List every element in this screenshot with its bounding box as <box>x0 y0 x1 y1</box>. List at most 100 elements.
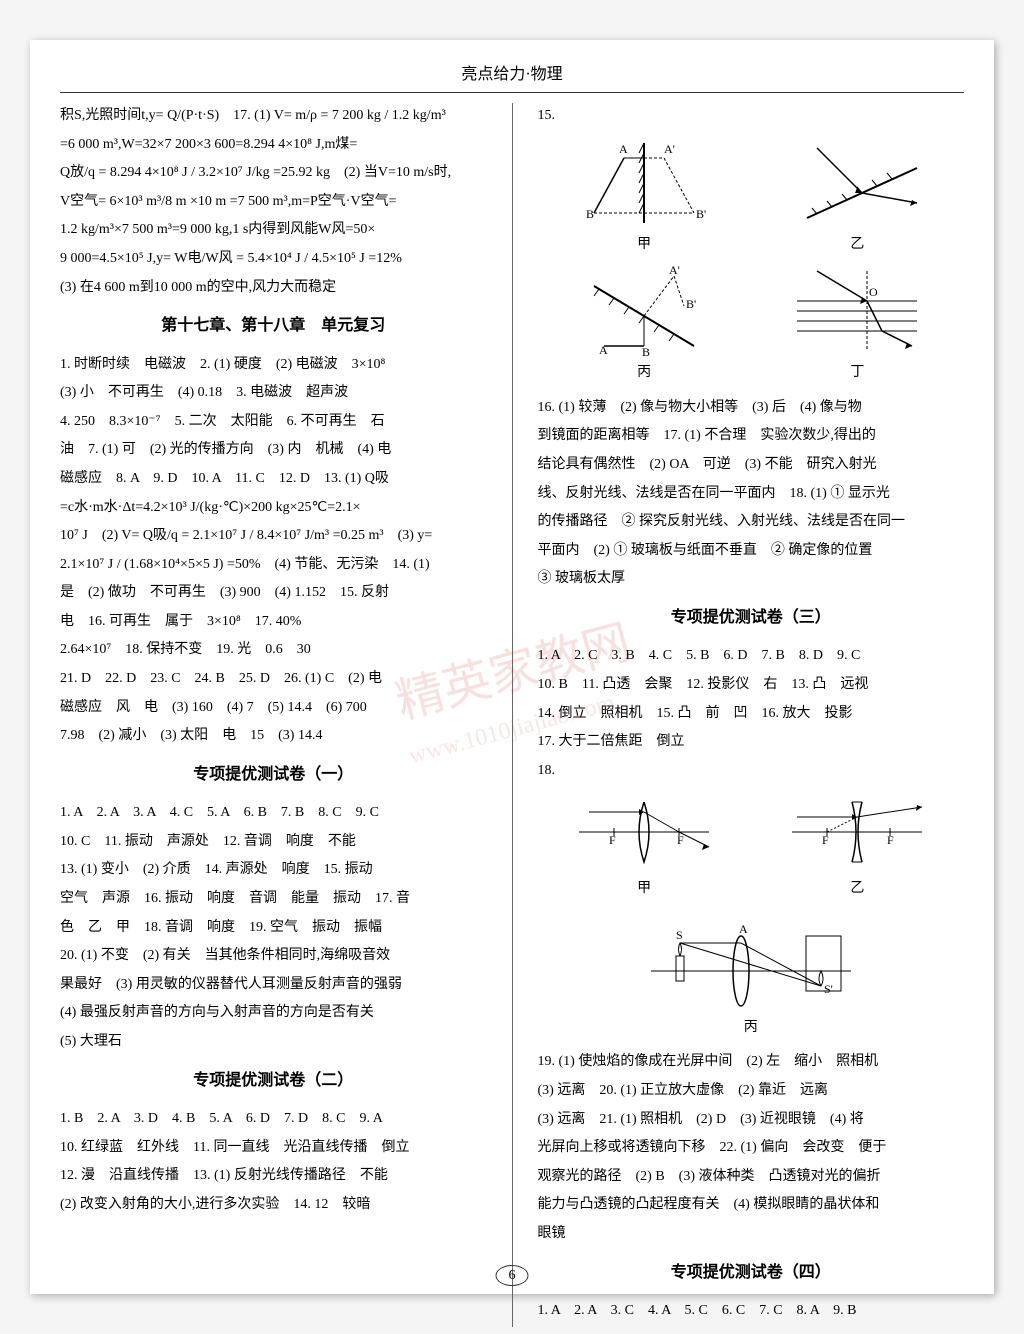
header-divider <box>60 92 964 93</box>
answer-line: (5) 大理石 <box>60 1029 487 1056</box>
svg-text:A: A <box>619 142 628 156</box>
svg-text:B: B <box>642 345 650 356</box>
svg-text:F: F <box>677 833 684 847</box>
lens-label-bing: 丙 <box>641 1015 861 1042</box>
diagram-row-2: A B A' B' 丙 <box>538 266 965 387</box>
answer-line: 16. (1) 较薄 (2) 像与物大小相等 (3) 后 (4) 像与物 <box>538 395 965 422</box>
question-number: 18. <box>538 758 965 785</box>
formula-line: =6 000 m³,W=32×7 200×3 600=8.294 4×10⁸ J… <box>60 132 487 159</box>
answer-line: 12. 漫 沿直线传播 13. (1) 反射光线传播路径 不能 <box>60 1163 487 1190</box>
svg-text:O: O <box>869 285 878 299</box>
svg-text:F: F <box>609 833 616 847</box>
answer-line: 磁感应 风 电 (3) 160 (4) 7 (5) 14.4 (6) 700 <box>60 695 487 722</box>
answer-line: 色 乙 甲 18. 音调 响度 19. 空气 振动 振幅 <box>60 915 487 942</box>
svg-text:A: A <box>739 922 748 936</box>
formula-line: 1.2 kg/m³×7 500 m³=9 000 kg,1 s内得到风能W风=5… <box>60 217 487 244</box>
answer-line: 电 16. 可再生 属于 3×10⁸ 17. 40% <box>60 609 487 636</box>
answer-line: 观察光的路径 (2) B (3) 液体种类 凸透镜对光的偏折 <box>538 1164 965 1191</box>
formula-line: (3) 在4 600 m到10 000 m的空中,风力大而稳定 <box>60 275 487 302</box>
section-title-test2: 专项提优测试卷（二） <box>60 1066 487 1096</box>
answer-line: 的传播路径 ② 探究反射光线、入射光线、法线是否在同一 <box>538 509 965 536</box>
left-column: 积S,光照时间t,y= Q/(P·t·S) 17. (1) V= m/ρ = 7… <box>60 103 487 1327</box>
svg-text:B: B <box>586 207 594 221</box>
answer-line: 13. (1) 变小 (2) 介质 14. 声源处 响度 15. 振动 <box>60 857 487 884</box>
answer-line: 14. 倒立 照相机 15. 凸 前 凹 16. 放大 投影 <box>538 701 965 728</box>
answer-line: 10⁷ J (2) V= Q吸/q = 2.1×10⁷ J / 8.4×10⁷ … <box>60 523 487 550</box>
answer-line: (3) 小 不可再生 (4) 0.18 3. 电磁波 超声波 <box>60 380 487 407</box>
svg-text:A': A' <box>664 142 675 156</box>
svg-text:S': S' <box>824 982 833 996</box>
answer-line: 17. 大于二倍焦距 倒立 <box>538 729 965 756</box>
diagram-bing: A B A' B' 丙 <box>574 266 714 387</box>
page-header-title: 亮点给力·物理 <box>60 60 964 84</box>
answer-line: (4) 最强反射声音的方向与入射声音的方向是否有关 <box>60 1000 487 1027</box>
page-number-value: 6 <box>496 1265 529 1286</box>
diagram-row-1: A A' B B' 甲 乙 <box>538 138 965 259</box>
answer-line: 空气 声源 16. 振动 响度 音调 能量 振动 17. 音 <box>60 886 487 913</box>
answer-line: 能力与凸透镜的凸起程度有关 (4) 模拟眼睛的晶状体和 <box>538 1192 965 1219</box>
answer-line: 眼镜 <box>538 1221 965 1248</box>
lens-diagram-jia: F F 甲 <box>569 792 719 903</box>
answer-line: 1. A 2. C 3. B 4. C 5. B 6. D 7. B 8. D … <box>538 643 965 670</box>
section-title-ch17-18: 第十七章、第十八章 单元复习 <box>60 311 487 341</box>
answer-line: 1. A 2. A 3. A 4. C 5. A 6. B 7. B 8. C … <box>60 800 487 827</box>
mirror-diagram2-icon: A B A' B' <box>574 266 714 356</box>
answer-line: 7.98 (2) 减小 (3) 太阳 电 15 (3) 14.4 <box>60 723 487 750</box>
diagram-row-3: F F 甲 <box>538 792 965 903</box>
svg-text:B': B' <box>696 207 706 221</box>
section-title-test1: 专项提优测试卷（一） <box>60 760 487 790</box>
answer-line: 1. B 2. A 3. D 4. B 5. A 6. D 7. D 8. C … <box>60 1106 487 1133</box>
answer-line: 结论具有偶然性 (2) OA 可逆 (3) 不能 研究入射光 <box>538 452 965 479</box>
diagram-label-jia: 甲 <box>574 232 714 259</box>
lens-label-jia: 甲 <box>569 876 719 903</box>
diagram-label-yi: 乙 <box>787 232 927 259</box>
formula-line: V空气= 6×10³ m³/8 m ×10 m =7 500 m³,m=P空气·… <box>60 189 487 216</box>
answer-line: 是 (2) 做功 不可再生 (3) 900 (4) 1.152 15. 反射 <box>60 580 487 607</box>
answer-line: 4. 250 8.3×10⁻⁷ 5. 二次 太阳能 6. 不可再生 石 <box>60 409 487 436</box>
concave-lens-icon: F F <box>782 792 932 872</box>
formula-line: Q放/q = 8.294 4×10⁸ J / 3.2×10⁷ J/kg =25.… <box>60 160 487 187</box>
page-number: 6 <box>496 1268 529 1284</box>
answer-line: 磁感应 8. A 9. D 10. A 11. C 12. D 13. (1) … <box>60 466 487 493</box>
answer-line: 10. B 11. 凸透 会聚 12. 投影仪 右 13. 凸 远视 <box>538 672 965 699</box>
answer-line: 1. A 2. A 3. C 4. A 5. C 6. C 7. C 8. A … <box>538 1298 965 1325</box>
section-title-test4: 专项提优测试卷（四） <box>538 1258 965 1288</box>
diagram-ding: O 丁 <box>787 266 927 387</box>
reflection-diagram-icon <box>787 138 927 228</box>
diagram-yi: 乙 <box>787 138 927 259</box>
answer-line: 10. C 11. 振动 声源处 12. 音调 响度 不能 <box>60 829 487 856</box>
section-title-test3: 专项提优测试卷（三） <box>538 603 965 633</box>
lens-diagram-yi: F F 乙 <box>782 792 932 903</box>
answer-line: ③ 玻璃板太厚 <box>538 566 965 593</box>
answer-line: 10. 红绿蓝 红外线 11. 同一直线 光沿直线传播 倒立 <box>60 1135 487 1162</box>
candle-lens-diagram: S A S' 丙 <box>641 911 861 1042</box>
column-divider <box>512 103 513 1327</box>
lens-icon: F F <box>569 792 719 872</box>
svg-text:A: A <box>599 343 608 356</box>
right-column: 15. A A' B B' <box>538 103 965 1327</box>
answer-line: 19. (1) 使烛焰的像成在光屏中间 (2) 左 缩小 照相机 <box>538 1049 965 1076</box>
answer-line: (2) 改变入射角的大小,进行多次实验 14. 12 较暗 <box>60 1192 487 1219</box>
formula-line: 积S,光照时间t,y= Q/(P·t·S) 17. (1) V= m/ρ = 7… <box>60 103 487 130</box>
svg-text:A': A' <box>669 266 680 277</box>
mirror-diagram-icon: A A' B B' <box>574 138 714 228</box>
candle-lens-icon: S A S' <box>641 911 861 1011</box>
answer-line: 平面内 (2) ① 玻璃板与纸面不垂直 ② 确定像的位置 <box>538 538 965 565</box>
lens-label-yi: 乙 <box>782 876 932 903</box>
answer-line: 光屏向上移或将透镜向下移 22. (1) 偏向 会改变 便于 <box>538 1135 965 1162</box>
answer-line: 20. (1) 不变 (2) 有关 当其他条件相同时,海绵吸音效 <box>60 943 487 970</box>
answer-line: (3) 远离 20. (1) 正立放大虚像 (2) 靠近 远离 <box>538 1078 965 1105</box>
formula-line: 9 000=4.5×10⁵ J,y= W电/W风 = 5.4×10⁴ J / 4… <box>60 246 487 273</box>
diagram-jia: A A' B B' 甲 <box>574 138 714 259</box>
answer-line: =c水·m水·Δt=4.2×10³ J/(kg·℃)×200 kg×25℃=2.… <box>60 495 487 522</box>
svg-text:F: F <box>822 833 829 847</box>
answer-line: 2.64×10⁷ 18. 保持不变 19. 光 0.6 30 <box>60 637 487 664</box>
answer-line: 到镜面的距离相等 17. (1) 不合理 实验次数少,得出的 <box>538 423 965 450</box>
page-container: 精英家教网 www.1010jiajiao.com 亮点给力·物理 积S,光照时… <box>30 40 994 1294</box>
answer-line: 2.1×10⁷ J / (1.68×10⁴×5×5 J) =50% (4) 节能… <box>60 552 487 579</box>
svg-text:S: S <box>676 928 683 942</box>
answer-line: 果最好 (3) 用灵敏的仪器替代人耳测量反射声音的强弱 <box>60 972 487 999</box>
answer-line: 油 7. (1) 可 (2) 光的传播方向 (3) 内 机械 (4) 电 <box>60 437 487 464</box>
refraction-diagram-icon: O <box>787 266 927 356</box>
diagram-row-4: S A S' 丙 <box>538 911 965 1042</box>
